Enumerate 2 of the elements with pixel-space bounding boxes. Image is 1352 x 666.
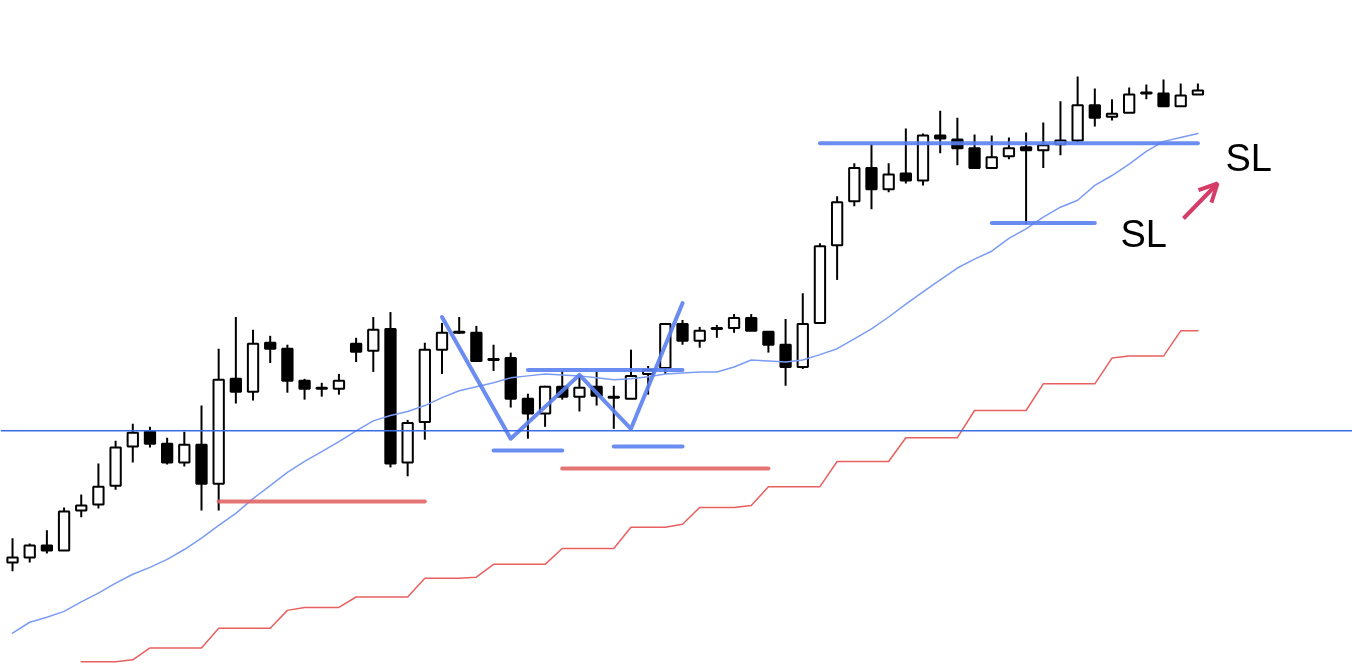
text: SL	[1225, 136, 1272, 179]
annotation: SL	[1120, 212, 1167, 255]
